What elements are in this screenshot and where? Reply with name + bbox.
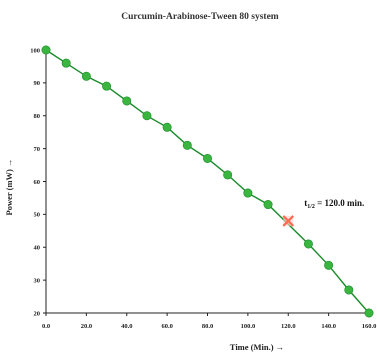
data-point (303, 239, 313, 249)
plot-area: 0.0 20.0 40.0 60.0 80.0 100.0 120.0 140.0 160.0 … (30, 45, 376, 330)
x-tick-label: 0.0 (42, 323, 50, 330)
x-tick-label: 40.0 (121, 323, 132, 330)
data-point (122, 96, 132, 106)
y-tick-label: 50 (34, 212, 41, 219)
y-axis-label: Power (mW) → (4, 159, 14, 216)
x-tick-label: 120.0 (281, 323, 296, 330)
data-point (324, 260, 334, 270)
x-tick-label: 20.0 (81, 323, 92, 330)
data-point (142, 111, 152, 121)
data-point (344, 285, 354, 295)
y-tick-label: 70 (34, 146, 41, 153)
y-tick-label: 30 (34, 277, 41, 284)
y-tick-label: 20 (34, 310, 41, 317)
data-point (41, 45, 51, 55)
x-tick-label: 160.0 (362, 323, 377, 330)
data-point (182, 140, 192, 150)
data-point (243, 188, 253, 198)
x-tick-label: 80.0 (202, 323, 213, 330)
data-point (223, 170, 233, 180)
data-point (61, 58, 71, 68)
y-tick-label: 90 (34, 80, 41, 87)
x-tick-label: 140.0 (321, 323, 336, 330)
x-ticks: 0.0 20.0 40.0 60.0 80.0 100.0 120.0 140.0 160.0 (42, 313, 376, 330)
y-tick-label: 80 (34, 113, 41, 120)
data-point (162, 122, 172, 132)
series-group (41, 45, 374, 318)
y-tick-label: 60 (34, 179, 41, 186)
data-point (203, 153, 213, 163)
data-point (102, 81, 112, 91)
data-point (81, 71, 91, 81)
chart-title: Curcumin-Arabinose-Tween 80 system (121, 12, 279, 22)
y-tick-label: 100 (30, 47, 40, 54)
y-ticks: 20 30 40 50 60 70 80 90 100 (30, 47, 46, 317)
half-life-annotation: t1/2 = 120.0 min. (282, 198, 364, 227)
half-life-label: t1/2 = 120.0 min. (304, 198, 364, 210)
y-tick-label: 40 (34, 245, 41, 252)
data-point (364, 308, 374, 318)
x-axis-label: Time (Min.) → (230, 342, 284, 352)
series-line (45, 49, 370, 314)
half-life-marker (282, 215, 295, 227)
x-tick-label: 100.0 (241, 323, 256, 330)
data-point (263, 200, 273, 210)
x-tick-label: 60.0 (161, 323, 172, 330)
